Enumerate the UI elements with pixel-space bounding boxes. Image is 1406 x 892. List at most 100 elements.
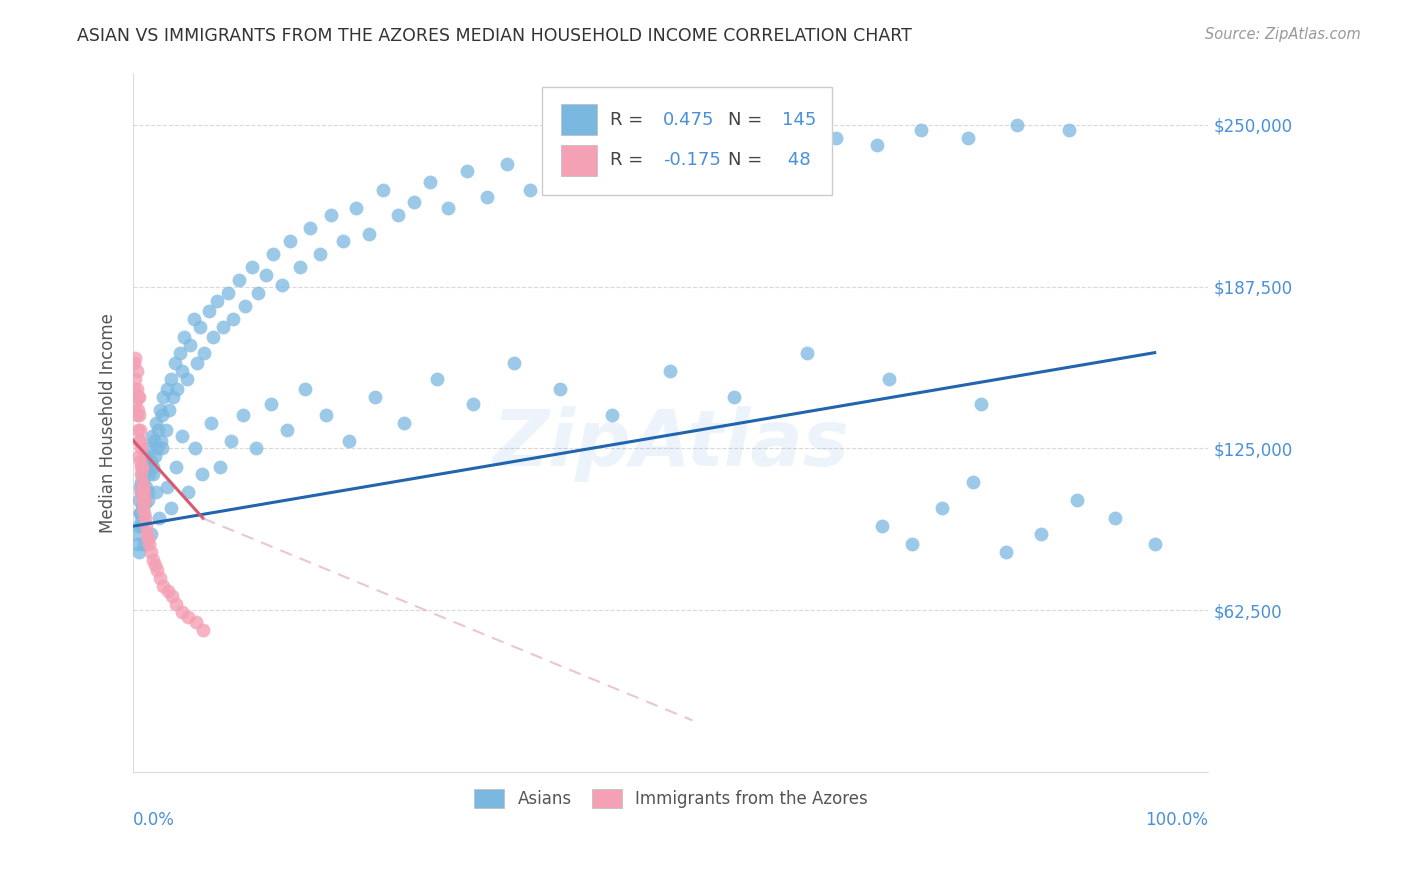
Point xyxy=(165,356,187,370)
Point xyxy=(125,364,148,378)
Point xyxy=(900,537,922,551)
Point xyxy=(149,571,172,585)
Point xyxy=(394,416,416,430)
Point xyxy=(402,195,425,210)
Point xyxy=(1104,511,1126,525)
Text: ZipAtlas: ZipAtlas xyxy=(492,406,849,482)
Point xyxy=(254,268,277,282)
Point xyxy=(270,278,292,293)
Text: N =: N = xyxy=(728,152,768,169)
Point xyxy=(124,397,146,411)
Point xyxy=(143,558,166,572)
Point xyxy=(344,201,367,215)
Point xyxy=(796,345,818,359)
Point xyxy=(186,356,208,370)
Y-axis label: Median Household Income: Median Household Income xyxy=(100,312,117,533)
Point xyxy=(1057,123,1080,137)
Point xyxy=(357,227,380,241)
Point xyxy=(132,485,155,500)
Point xyxy=(600,408,623,422)
Point xyxy=(156,382,179,396)
Point xyxy=(143,449,166,463)
Point xyxy=(240,260,263,275)
Point xyxy=(127,390,149,404)
Point xyxy=(170,605,193,619)
Point xyxy=(188,319,211,334)
Point xyxy=(135,449,157,463)
Bar xyxy=(561,145,596,176)
Point xyxy=(124,371,146,385)
Point xyxy=(156,583,179,598)
Text: 0.475: 0.475 xyxy=(664,111,714,128)
Point xyxy=(131,493,153,508)
Point xyxy=(138,493,160,508)
Point xyxy=(193,345,215,359)
Bar xyxy=(561,104,596,136)
Point xyxy=(131,467,153,482)
Point xyxy=(125,527,148,541)
Point xyxy=(170,428,193,442)
Point xyxy=(995,545,1018,559)
Point xyxy=(132,506,155,520)
Point xyxy=(142,467,165,482)
Point xyxy=(621,164,644,178)
Text: 0.0%: 0.0% xyxy=(134,811,176,829)
Text: N =: N = xyxy=(728,111,768,128)
Point xyxy=(1005,118,1028,132)
Point xyxy=(969,397,991,411)
Point xyxy=(165,597,187,611)
Point xyxy=(262,247,284,261)
Point xyxy=(247,286,270,301)
Point xyxy=(127,423,149,437)
Point xyxy=(364,390,387,404)
Point xyxy=(1143,537,1166,551)
Point xyxy=(419,175,441,189)
Point xyxy=(209,459,232,474)
Point xyxy=(129,459,152,474)
Point xyxy=(155,423,177,437)
Point xyxy=(128,390,150,404)
Point xyxy=(294,382,316,396)
Point xyxy=(233,299,256,313)
Point xyxy=(519,182,541,196)
Point xyxy=(136,527,159,541)
Point xyxy=(127,402,149,417)
Point xyxy=(138,532,160,546)
Point xyxy=(593,144,616,158)
Point xyxy=(138,467,160,482)
Point xyxy=(129,514,152,528)
Point xyxy=(131,519,153,533)
Point xyxy=(149,402,172,417)
Point xyxy=(387,208,409,222)
Point xyxy=(125,408,148,422)
Point xyxy=(749,149,772,163)
Point xyxy=(962,475,984,490)
Point xyxy=(931,501,953,516)
Point xyxy=(128,506,150,520)
Point xyxy=(150,434,173,448)
Point xyxy=(128,434,150,448)
Point xyxy=(786,144,808,158)
Point xyxy=(288,260,311,275)
Point xyxy=(681,156,703,170)
Point xyxy=(142,459,165,474)
Point xyxy=(139,527,162,541)
Point xyxy=(146,563,169,577)
Point xyxy=(134,465,156,479)
Point xyxy=(138,442,160,456)
Point xyxy=(1066,493,1088,508)
Point xyxy=(128,454,150,468)
Point xyxy=(870,519,893,533)
Point xyxy=(124,382,146,396)
Point xyxy=(148,511,170,525)
Point xyxy=(134,496,156,510)
Point xyxy=(315,408,337,422)
Text: 48: 48 xyxy=(782,152,810,169)
Point xyxy=(371,182,394,196)
Point xyxy=(173,330,195,344)
Point xyxy=(179,338,201,352)
Point xyxy=(543,149,565,163)
Point xyxy=(129,485,152,500)
Point xyxy=(138,537,160,551)
Point xyxy=(276,423,298,437)
